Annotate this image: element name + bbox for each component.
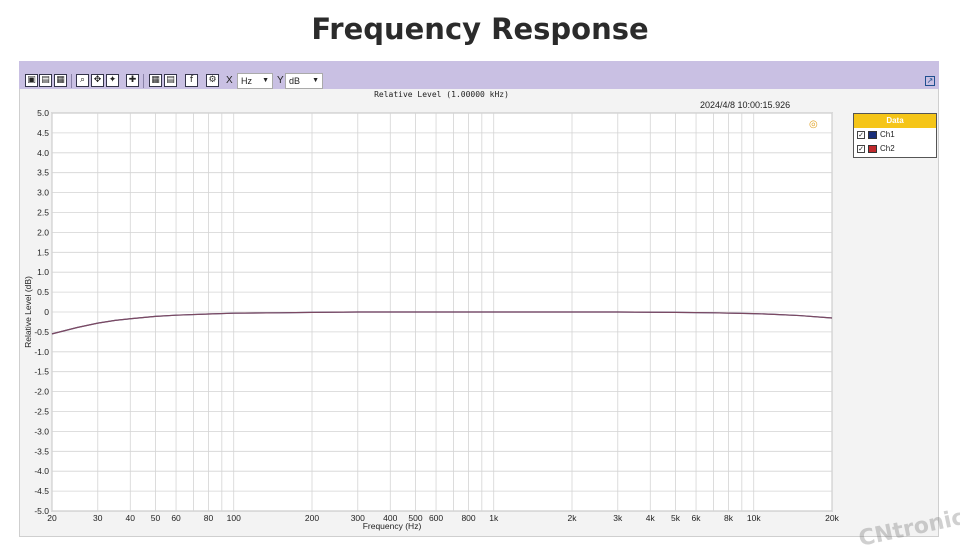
popout-icon[interactable]: ↗ — [925, 76, 935, 86]
x-axis-title: Frequency (Hz) — [363, 521, 422, 531]
y-axis-label: Y — [277, 75, 284, 86]
checkbox-icon[interactable]: ✓ — [857, 145, 865, 153]
y-tick-label: -4.0 — [34, 466, 49, 476]
y-tick-label: 4.5 — [37, 128, 49, 138]
x-tick-label: 50 — [151, 513, 161, 523]
y-axis-title: Relative Level (dB) — [23, 276, 33, 348]
data-view-icon[interactable]: ▤ — [164, 74, 177, 87]
y-tick-label: 2.0 — [37, 227, 49, 237]
y-tick-label: -1.0 — [34, 347, 49, 357]
y-tick-label: -5.0 — [34, 506, 49, 516]
save-icon[interactable]: ▣ — [25, 74, 38, 87]
y-unit-value: dB — [289, 76, 301, 86]
x-tick-label: 100 — [227, 513, 241, 523]
y-tick-label: -2.5 — [34, 407, 49, 417]
x-tick-label: 1k — [489, 513, 499, 523]
y-tick-label: -4.5 — [34, 486, 49, 496]
series-line-ch2 — [51, 311, 833, 335]
fit-all-icon[interactable]: ✥ — [91, 74, 104, 87]
checkbox-icon[interactable]: ✓ — [857, 131, 865, 139]
legend-label: Ch2 — [880, 144, 895, 153]
chevron-down-icon: ▼ — [312, 77, 319, 84]
y-tick-label: 0 — [44, 307, 49, 317]
y-tick-label: 1.0 — [37, 267, 49, 277]
x-tick-label: 3k — [613, 513, 623, 523]
legend: Data ✓ Ch1 ✓ Ch2 — [853, 113, 937, 158]
legend-swatch — [868, 131, 877, 139]
y-tick-label: 3.5 — [37, 168, 49, 178]
x-tick-label: 8k — [724, 513, 734, 523]
x-tick-label: 60 — [171, 513, 181, 523]
y-tick-label: -3.5 — [34, 446, 49, 456]
ap-logo-icon: ◎ — [809, 119, 818, 130]
y-tick-label: 2.5 — [37, 208, 49, 218]
x-tick-label: 4k — [646, 513, 656, 523]
legend-swatch — [868, 145, 877, 153]
print-icon[interactable]: ▦ — [54, 74, 67, 87]
x-tick-label: 6k — [692, 513, 702, 523]
x-tick-label: 5k — [671, 513, 681, 523]
x-tick-label: 20k — [825, 513, 839, 523]
x-tick-label: 40 — [126, 513, 136, 523]
x-axis-label: X — [226, 75, 233, 86]
y-tick-label: 4.0 — [37, 148, 49, 158]
y-tick-label: -1.5 — [34, 367, 49, 377]
toolbar: ▣ ▤ ▦ ⌕ ✥ ✦ ✚ ▦ ▤ f ⚙ X Hz ▼ Y dB ▼ — [19, 61, 939, 89]
toolbar-divider — [143, 74, 144, 88]
y-tick-label: -2.0 — [34, 387, 49, 397]
x-tick-label: 400 — [383, 513, 397, 523]
x-tick-label: 10k — [747, 513, 761, 523]
cursor-icon[interactable]: ✚ — [126, 74, 139, 87]
toolbar-divider — [71, 74, 72, 88]
x-tick-label: 2k — [568, 513, 578, 523]
y-tick-label: -3.0 — [34, 426, 49, 436]
y-unit-select[interactable]: dB ▼ — [285, 73, 323, 89]
legend-title: Data — [854, 114, 936, 128]
export-icon[interactable]: ▤ — [39, 74, 52, 87]
legend-item[interactable]: ✓ Ch1 — [854, 128, 936, 142]
x-unit-value: Hz — [241, 76, 252, 86]
fit-x-icon[interactable]: ✦ — [106, 74, 119, 87]
x-tick-label: 600 — [429, 513, 443, 523]
zoom-icon[interactable]: ⌕ — [76, 74, 89, 87]
y-tick-label: 0.5 — [37, 287, 49, 297]
settings-icon[interactable]: ⚙ — [206, 74, 219, 87]
y-tick-label: 3.0 — [37, 188, 49, 198]
page-title: Frequency Response — [311, 12, 649, 46]
x-tick-label: 500 — [408, 513, 422, 523]
x-unit-select[interactable]: Hz ▼ — [237, 73, 273, 89]
x-tick-label: 80 — [204, 513, 214, 523]
table-icon[interactable]: ▦ — [149, 74, 162, 87]
x-tick-label: 20 — [47, 513, 57, 523]
y-tick-label: 1.5 — [37, 247, 49, 257]
function-icon[interactable]: f — [185, 74, 198, 87]
x-tick-label: 30 — [93, 513, 103, 523]
x-tick-label: 300 — [351, 513, 365, 523]
x-tick-label: 200 — [305, 513, 319, 523]
x-tick-label: 800 — [461, 513, 475, 523]
y-tick-label: 5.0 — [37, 108, 49, 118]
legend-item[interactable]: ✓ Ch2 — [854, 142, 936, 156]
y-tick-label: -0.5 — [34, 327, 49, 337]
legend-label: Ch1 — [880, 130, 895, 139]
chevron-down-icon: ▼ — [262, 77, 269, 84]
timestamp: 2024/4/8 10:00:15.926 — [700, 100, 791, 110]
plot-title: Relative Level (1.00000 kHz) — [374, 90, 509, 99]
